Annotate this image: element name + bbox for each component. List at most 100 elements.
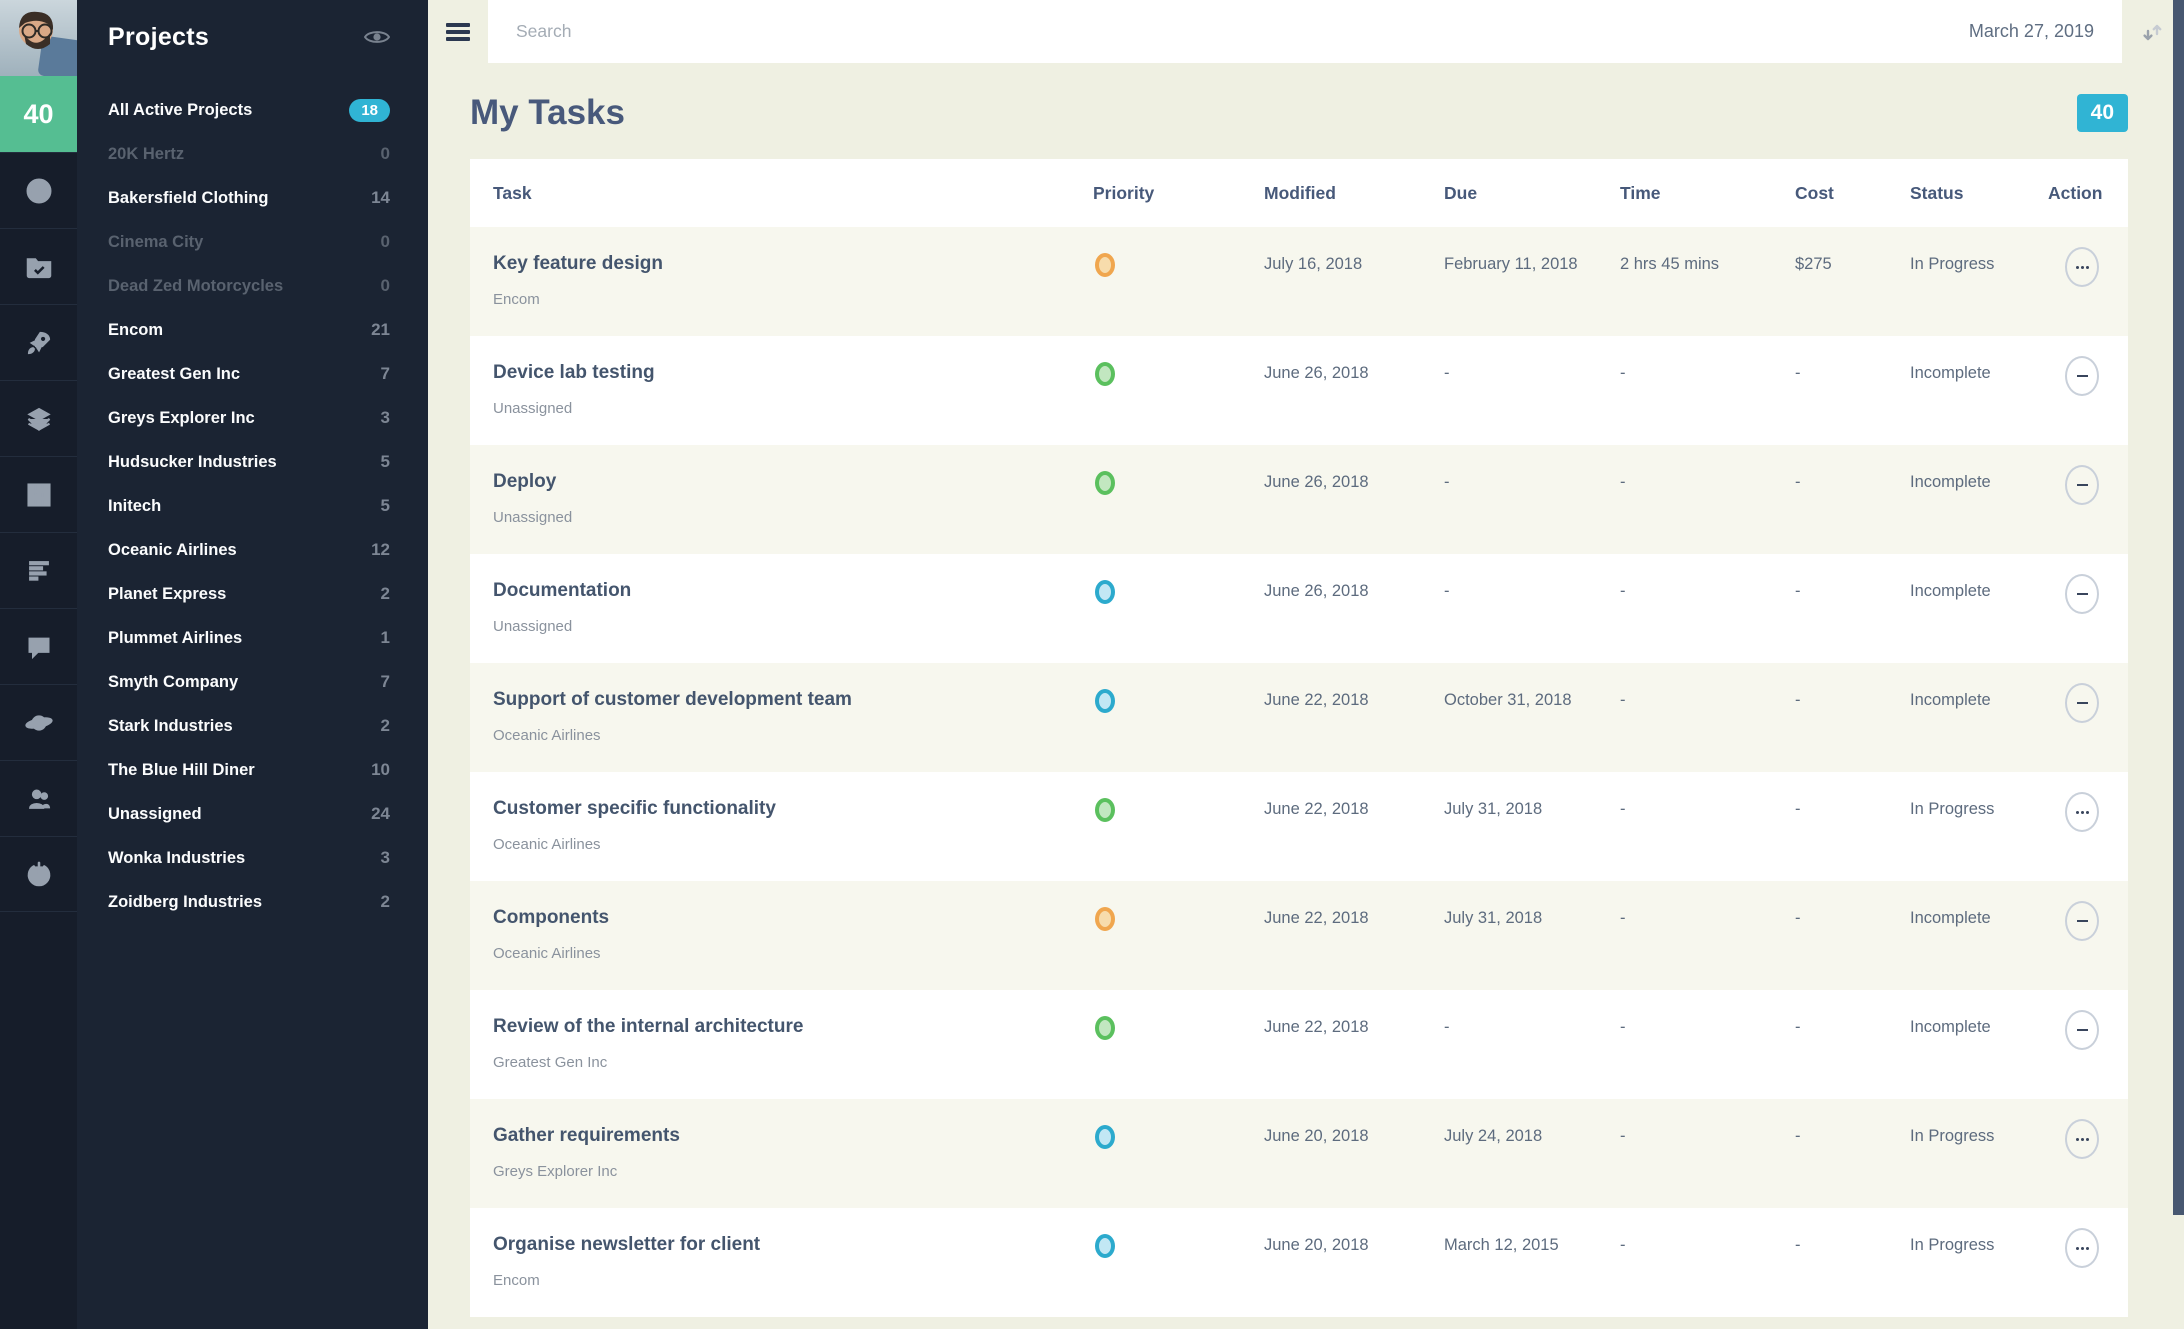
sidebar-project-item[interactable]: Cinema City 0 — [77, 220, 428, 264]
sidebar-project-item[interactable]: Stark Industries 2 — [77, 704, 428, 748]
modified-cell: June 26, 2018 — [1264, 364, 1369, 382]
task-cell: Device lab testing Unassigned — [493, 362, 1093, 417]
task-project: Oceanic Airlines — [493, 836, 601, 853]
sidebar-project-item[interactable]: Dead Zed Motorcycles 0 — [77, 264, 428, 308]
due-cell: July 31, 2018 — [1444, 800, 1543, 818]
project-label: Unassigned — [108, 804, 202, 823]
row-action-button[interactable] — [2065, 683, 2099, 723]
task-title: Customer specific functionality — [493, 798, 776, 819]
sidebar-project-item[interactable]: Planet Express 2 — [77, 572, 428, 616]
cost-cell: - — [1795, 1018, 1801, 1036]
user-avatar-image — [0, 0, 77, 76]
task-row[interactable]: Components Oceanic Airlines June 22, 201… — [470, 881, 2128, 990]
time-cell: - — [1620, 364, 1626, 382]
sidebar-item-launch[interactable] — [0, 304, 77, 380]
column-header-time: Time — [1620, 182, 1661, 203]
projects-panel-title: Projects — [108, 22, 210, 51]
cost-cell: - — [1795, 909, 1801, 927]
sidebar-project-item[interactable]: Plummet Airlines 1 — [77, 616, 428, 660]
status-cell: Incomplete — [1910, 364, 1991, 382]
sidebar-item-dashboard[interactable] — [0, 152, 77, 228]
priority-dot-icon — [1095, 798, 1115, 822]
planet-icon — [24, 714, 53, 731]
modified-cell: June 26, 2018 — [1264, 473, 1369, 491]
search-input[interactable] — [516, 21, 1969, 42]
sidebar-project-item[interactable]: Oceanic Airlines 12 — [77, 528, 428, 572]
project-count: 0 — [380, 144, 390, 163]
project-label: Greys Explorer Inc — [108, 408, 255, 427]
task-row[interactable]: Customer specific functionality Oceanic … — [470, 772, 2128, 881]
priority-dot-icon — [1095, 1016, 1115, 1040]
sidebar-item-layers[interactable] — [0, 380, 77, 456]
row-action-button[interactable] — [2065, 356, 2099, 396]
sidebar-project-item[interactable]: Encom 21 — [77, 308, 428, 352]
project-label: The Blue Hill Diner — [108, 760, 255, 779]
sidebar-project-item[interactable]: Initech 5 — [77, 484, 428, 528]
task-row[interactable]: Documentation Unassigned June 26, 2018 -… — [470, 554, 2128, 663]
action-cell — [2048, 1119, 2128, 1159]
row-action-button[interactable] — [2065, 1228, 2099, 1268]
row-action-button[interactable] — [2065, 1010, 2099, 1050]
row-action-button[interactable] — [2065, 574, 2099, 614]
task-title: Key feature design — [493, 253, 663, 274]
sidebar-project-item[interactable]: Smyth Company 7 — [77, 660, 428, 704]
user-avatar[interactable] — [0, 0, 77, 76]
sidebar-item-tasks[interactable] — [0, 532, 77, 608]
sidebar-project-item[interactable]: Zoidberg Industries 2 — [77, 880, 428, 924]
task-row[interactable]: Review of the internal architecture Grea… — [470, 990, 2128, 1099]
task-table: Task Priority Modified Due Time Cost Status Act… — [470, 159, 2128, 1317]
project-label: Cinema City — [108, 232, 204, 251]
vertical-scrollbar[interactable] — [2173, 0, 2184, 1215]
column-header-modified: Modified — [1264, 182, 1336, 203]
sidebar-project-item[interactable]: Greys Explorer Inc 3 — [77, 396, 428, 440]
sidebar-item-messages[interactable] — [0, 608, 77, 684]
search-bar: March 27, 2019 — [488, 0, 2122, 63]
task-count-badge: 40 — [0, 76, 77, 152]
sort-button[interactable] — [2122, 0, 2184, 63]
project-label: Initech — [108, 496, 162, 515]
sidebar-item-team[interactable] — [0, 760, 77, 836]
task-row[interactable]: Support of customer development team Oce… — [470, 663, 2128, 772]
priority-cell — [1093, 1016, 1264, 1040]
task-title: Gather requirements — [493, 1125, 680, 1146]
sidebar-item-projects[interactable] — [0, 228, 77, 304]
project-count: 3 — [380, 408, 390, 427]
toggle-visibility-button[interactable] — [364, 28, 390, 46]
sidebar-project-item[interactable]: Hudsucker Industries 5 — [77, 440, 428, 484]
row-action-button[interactable] — [2065, 792, 2099, 832]
cost-cell: - — [1795, 691, 1801, 709]
sidebar-project-item[interactable]: Wonka Industries 3 — [77, 836, 428, 880]
task-row[interactable]: Gather requirements Greys Explorer Inc J… — [470, 1099, 2128, 1208]
task-project: Oceanic Airlines — [493, 945, 601, 962]
task-row[interactable]: Device lab testing Unassigned June 26, 2… — [470, 336, 2128, 445]
topbar: March 27, 2019 — [428, 0, 2184, 63]
sidebar-item-planet[interactable] — [0, 684, 77, 760]
task-project: Greatest Gen Inc — [493, 1054, 608, 1071]
sidebar-project-item[interactable]: Unassigned 24 — [77, 792, 428, 836]
task-project: Encom — [493, 1272, 540, 1289]
task-row[interactable]: Organise newsletter for client Encom Jun… — [470, 1208, 2128, 1317]
cost-cell: - — [1795, 582, 1801, 600]
row-action-button[interactable] — [2065, 247, 2099, 287]
row-action-button[interactable] — [2065, 465, 2099, 505]
sidebar-project-item[interactable]: The Blue Hill Diner 10 — [77, 748, 428, 792]
status-cell: In Progress — [1910, 800, 1995, 818]
task-row[interactable]: Deploy Unassigned June 26, 2018 - - - In… — [470, 445, 2128, 554]
menu-button[interactable] — [428, 0, 488, 63]
task-cell: Support of customer development team Oce… — [493, 689, 1093, 744]
row-action-button[interactable] — [2065, 1119, 2099, 1159]
time-cell: - — [1620, 1127, 1626, 1145]
modified-cell: June 22, 2018 — [1264, 800, 1369, 818]
project-label: Smyth Company — [108, 672, 239, 691]
sidebar-project-item[interactable]: All Active Projects 18 — [77, 88, 428, 132]
sidebar-project-item[interactable]: 20K Hertz 0 — [77, 132, 428, 176]
project-count: 2 — [380, 716, 390, 735]
cost-cell: - — [1795, 800, 1801, 818]
row-action-button[interactable] — [2065, 901, 2099, 941]
sidebar-item-logout[interactable] — [0, 836, 77, 912]
sidebar-item-chart[interactable] — [0, 456, 77, 532]
sidebar-project-item[interactable]: Greatest Gen Inc 7 — [77, 352, 428, 396]
task-cell: Components Oceanic Airlines — [493, 907, 1093, 962]
sidebar-project-item[interactable]: Bakersfield Clothing 14 — [77, 176, 428, 220]
task-row[interactable]: Key feature design Encom July 16, 2018 F… — [470, 227, 2128, 336]
